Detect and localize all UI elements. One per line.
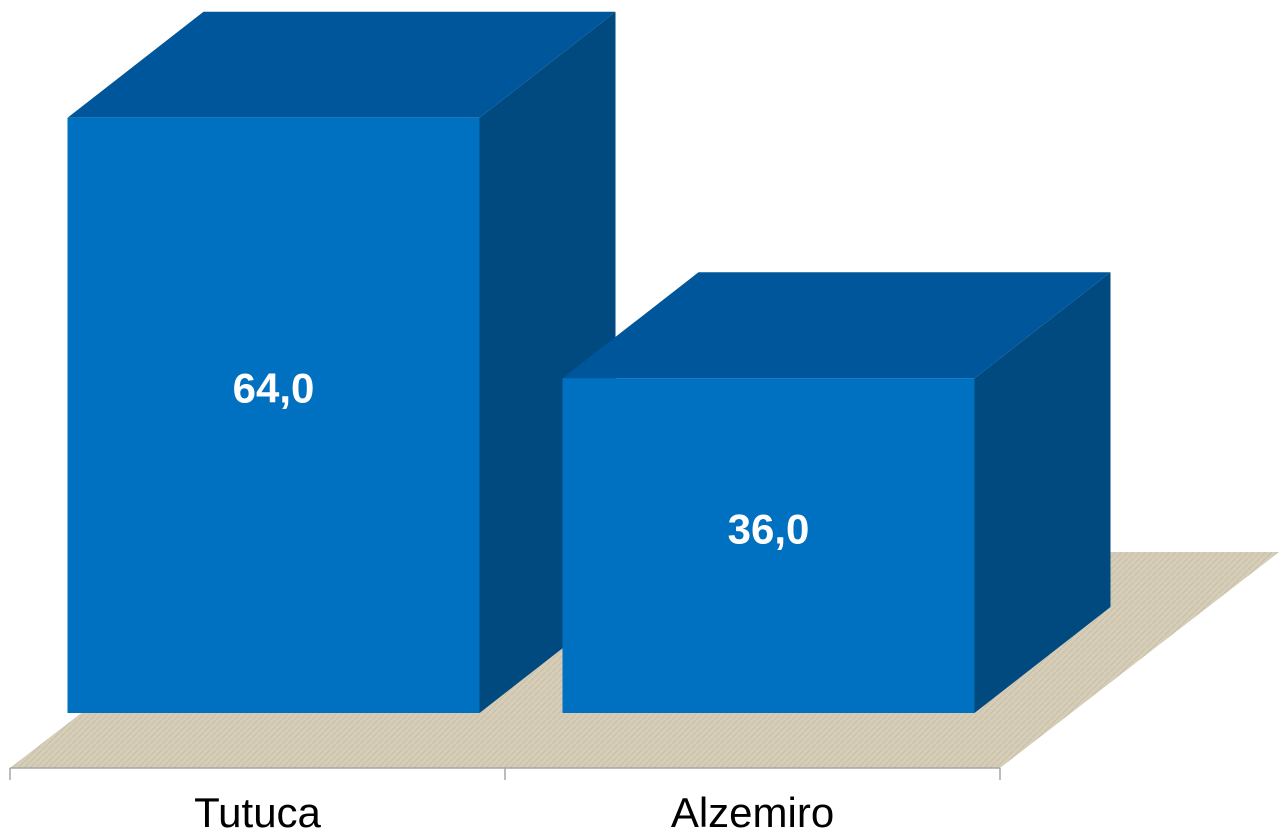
x-tick-label: Alzemiro [671, 789, 834, 836]
bar-side-face [974, 272, 1111, 713]
x-tick-label: Tutuca [194, 789, 321, 836]
data-label: 36,0 [728, 505, 810, 552]
bar-top-face [67, 11, 616, 118]
bar-front-face [67, 117, 480, 714]
data-label: 64,0 [233, 365, 315, 412]
bar-top-face [562, 272, 1111, 379]
bar-tutuca: 64,0 [67, 11, 616, 714]
bar-front-face [562, 378, 975, 713]
bar-alzemiro: 36,0 [562, 272, 1111, 713]
